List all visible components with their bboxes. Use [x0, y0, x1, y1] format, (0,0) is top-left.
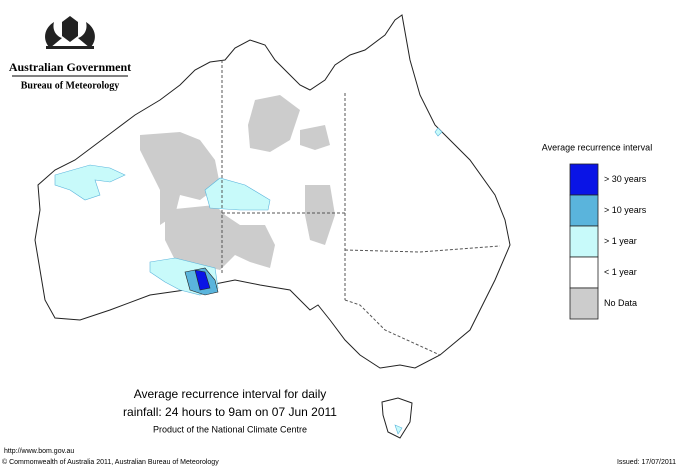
legend-label: No Data: [604, 298, 637, 308]
legend-swatch: [569, 194, 599, 227]
legend-swatch: [569, 225, 599, 258]
legend-label: < 1 year: [604, 267, 637, 277]
footer-url: http://www.bom.gov.au: [4, 448, 74, 455]
crest: [45, 16, 95, 49]
footer-copyright: © Commonwealth of Australia 2011, Austra…: [2, 458, 219, 466]
legend-title: Average recurrence interval: [542, 142, 652, 152]
caption-line: rainfall: 24 hours to 9am on 07 Jun 2011: [123, 405, 337, 419]
legend-swatch: [569, 287, 599, 320]
legend-swatch: [569, 256, 599, 289]
bureau-name: Bureau of Meteorology: [21, 80, 120, 91]
legend-label: > 10 years: [604, 205, 647, 215]
legend: > 30 years > 10 years > 1 year < 1 year No D…: [569, 163, 647, 320]
legend-label: > 1 year: [604, 236, 637, 246]
footer-issued: Issued: 17/07/2011: [617, 459, 676, 466]
agency-name: Australian Government: [9, 60, 131, 74]
legend-label: > 30 years: [604, 174, 647, 184]
caption-line: Average recurrence interval for daily: [134, 387, 327, 401]
australia-map: [34, 14, 511, 439]
caption-line: Product of the National Climate Centre: [153, 424, 307, 434]
legend-swatch: [569, 163, 599, 196]
